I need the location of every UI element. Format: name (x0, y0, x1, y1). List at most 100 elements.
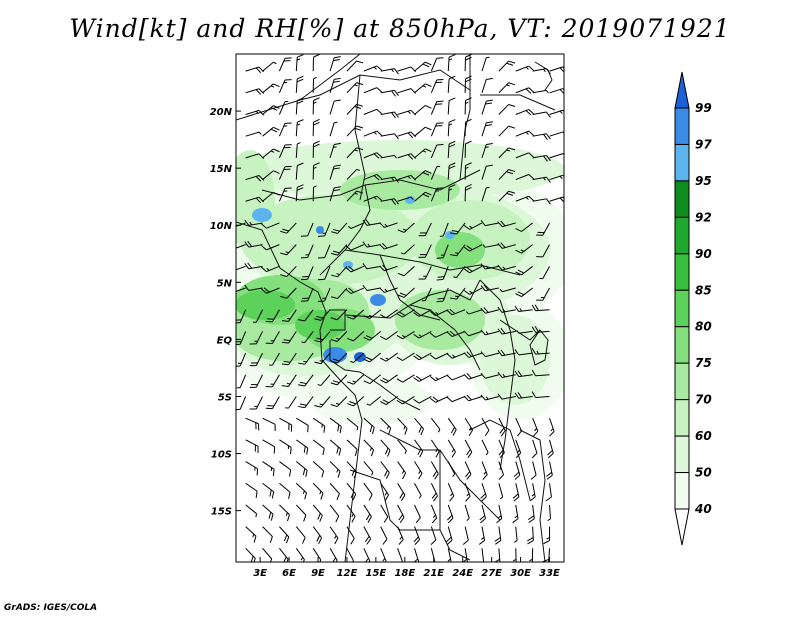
wind-barb (236, 244, 246, 250)
wind-barb (363, 195, 383, 202)
wind-barb (531, 326, 550, 333)
rh-patch (445, 231, 455, 239)
wind-barb (295, 162, 304, 180)
wind-barb (512, 504, 519, 524)
wind-barb (301, 331, 314, 344)
lat-tick-label: EQ (217, 335, 233, 346)
lon-tick-label: 18E (394, 568, 415, 579)
wind-barb (380, 504, 389, 523)
wind-barb (464, 183, 472, 202)
wind-barb (330, 396, 348, 408)
wind-barb (413, 374, 432, 382)
rh-patch (236, 290, 295, 320)
wind-barb (347, 309, 365, 320)
wind-barb (447, 54, 456, 72)
border-line (519, 429, 546, 562)
wind-barb (331, 222, 348, 234)
wind-barb (449, 244, 466, 257)
wind-barb (380, 374, 398, 384)
wind-barb (514, 349, 533, 356)
wind-barb (249, 352, 263, 367)
wind-barb (445, 548, 452, 562)
wind-barb (363, 331, 382, 341)
map-frame (235, 53, 565, 563)
lat-tick-label: 20N (210, 107, 233, 118)
border-line (479, 279, 516, 471)
wind-barb (480, 394, 500, 401)
wind-barb (532, 68, 551, 75)
wind-barb (463, 330, 483, 337)
wind-barb (480, 284, 499, 292)
wind-barb (396, 330, 415, 340)
wind-barb (430, 144, 444, 159)
wind-barb (414, 170, 432, 180)
wind-barb (300, 222, 314, 237)
wind-barb (380, 133, 399, 140)
wind-barb (465, 309, 483, 315)
colorbar-box (674, 435, 690, 474)
wind-barb (362, 263, 381, 270)
wind-barb (449, 222, 466, 235)
wind-barb (446, 330, 466, 337)
wind-barb (281, 352, 297, 366)
wind-barb (331, 266, 348, 278)
wind-barb (396, 396, 415, 405)
wind-barb (346, 147, 364, 159)
wind-barb (312, 504, 323, 522)
border-line (529, 329, 549, 366)
colorbar-box (674, 216, 690, 255)
wind-barb (413, 396, 432, 404)
wind-barb (397, 109, 416, 116)
wind-barb (464, 504, 470, 521)
colorbar-box (674, 362, 690, 401)
wind-barb (446, 374, 466, 381)
wind-barb (531, 439, 538, 459)
wind-barb (295, 97, 304, 115)
colorbar-label: 85 (695, 283, 712, 297)
wind-barb (447, 140, 456, 158)
colorbar-box (674, 180, 690, 218)
wind-barb (363, 374, 382, 385)
wind-barb (531, 348, 550, 355)
wind-barb (542, 548, 551, 562)
wind-barb (514, 370, 533, 378)
wind-barb (515, 152, 535, 159)
wind-barb (515, 244, 533, 254)
wind-barb (397, 482, 406, 502)
wind-barb (436, 287, 449, 303)
wind-barb (363, 352, 382, 363)
wind-barb (249, 331, 263, 345)
wind-barb (379, 222, 398, 228)
wind-barb (447, 97, 456, 115)
wind-barb (331, 287, 348, 299)
wind-barb (515, 87, 535, 94)
wind-barb (397, 287, 415, 298)
wind-barb (314, 309, 331, 321)
wind-barb (262, 105, 280, 115)
wind-barb (447, 417, 457, 436)
wind-barb (532, 154, 551, 162)
wind-barb (430, 187, 444, 202)
colorbar-label: 70 (695, 393, 712, 407)
wind-barb (331, 244, 348, 256)
wind-barb (262, 547, 273, 562)
wind-barb (312, 461, 325, 478)
wind-barb (300, 266, 314, 281)
wind-barb (345, 265, 365, 273)
wind-barb (397, 417, 408, 435)
wind-barb (380, 89, 399, 97)
wind-barb (430, 526, 437, 545)
wind-barb (447, 483, 455, 502)
wind-barb (397, 222, 415, 233)
wind-barb (464, 75, 472, 93)
wind-barb (532, 198, 551, 205)
wind-barb (300, 244, 314, 259)
wind-barb (262, 461, 275, 477)
wind-barb (526, 548, 534, 562)
wind-barb (279, 547, 289, 562)
wind-barb (312, 97, 320, 115)
wind-barb (514, 392, 533, 399)
wind-barb (512, 483, 520, 502)
wind-barb (397, 88, 416, 94)
wind-barb (265, 396, 280, 410)
